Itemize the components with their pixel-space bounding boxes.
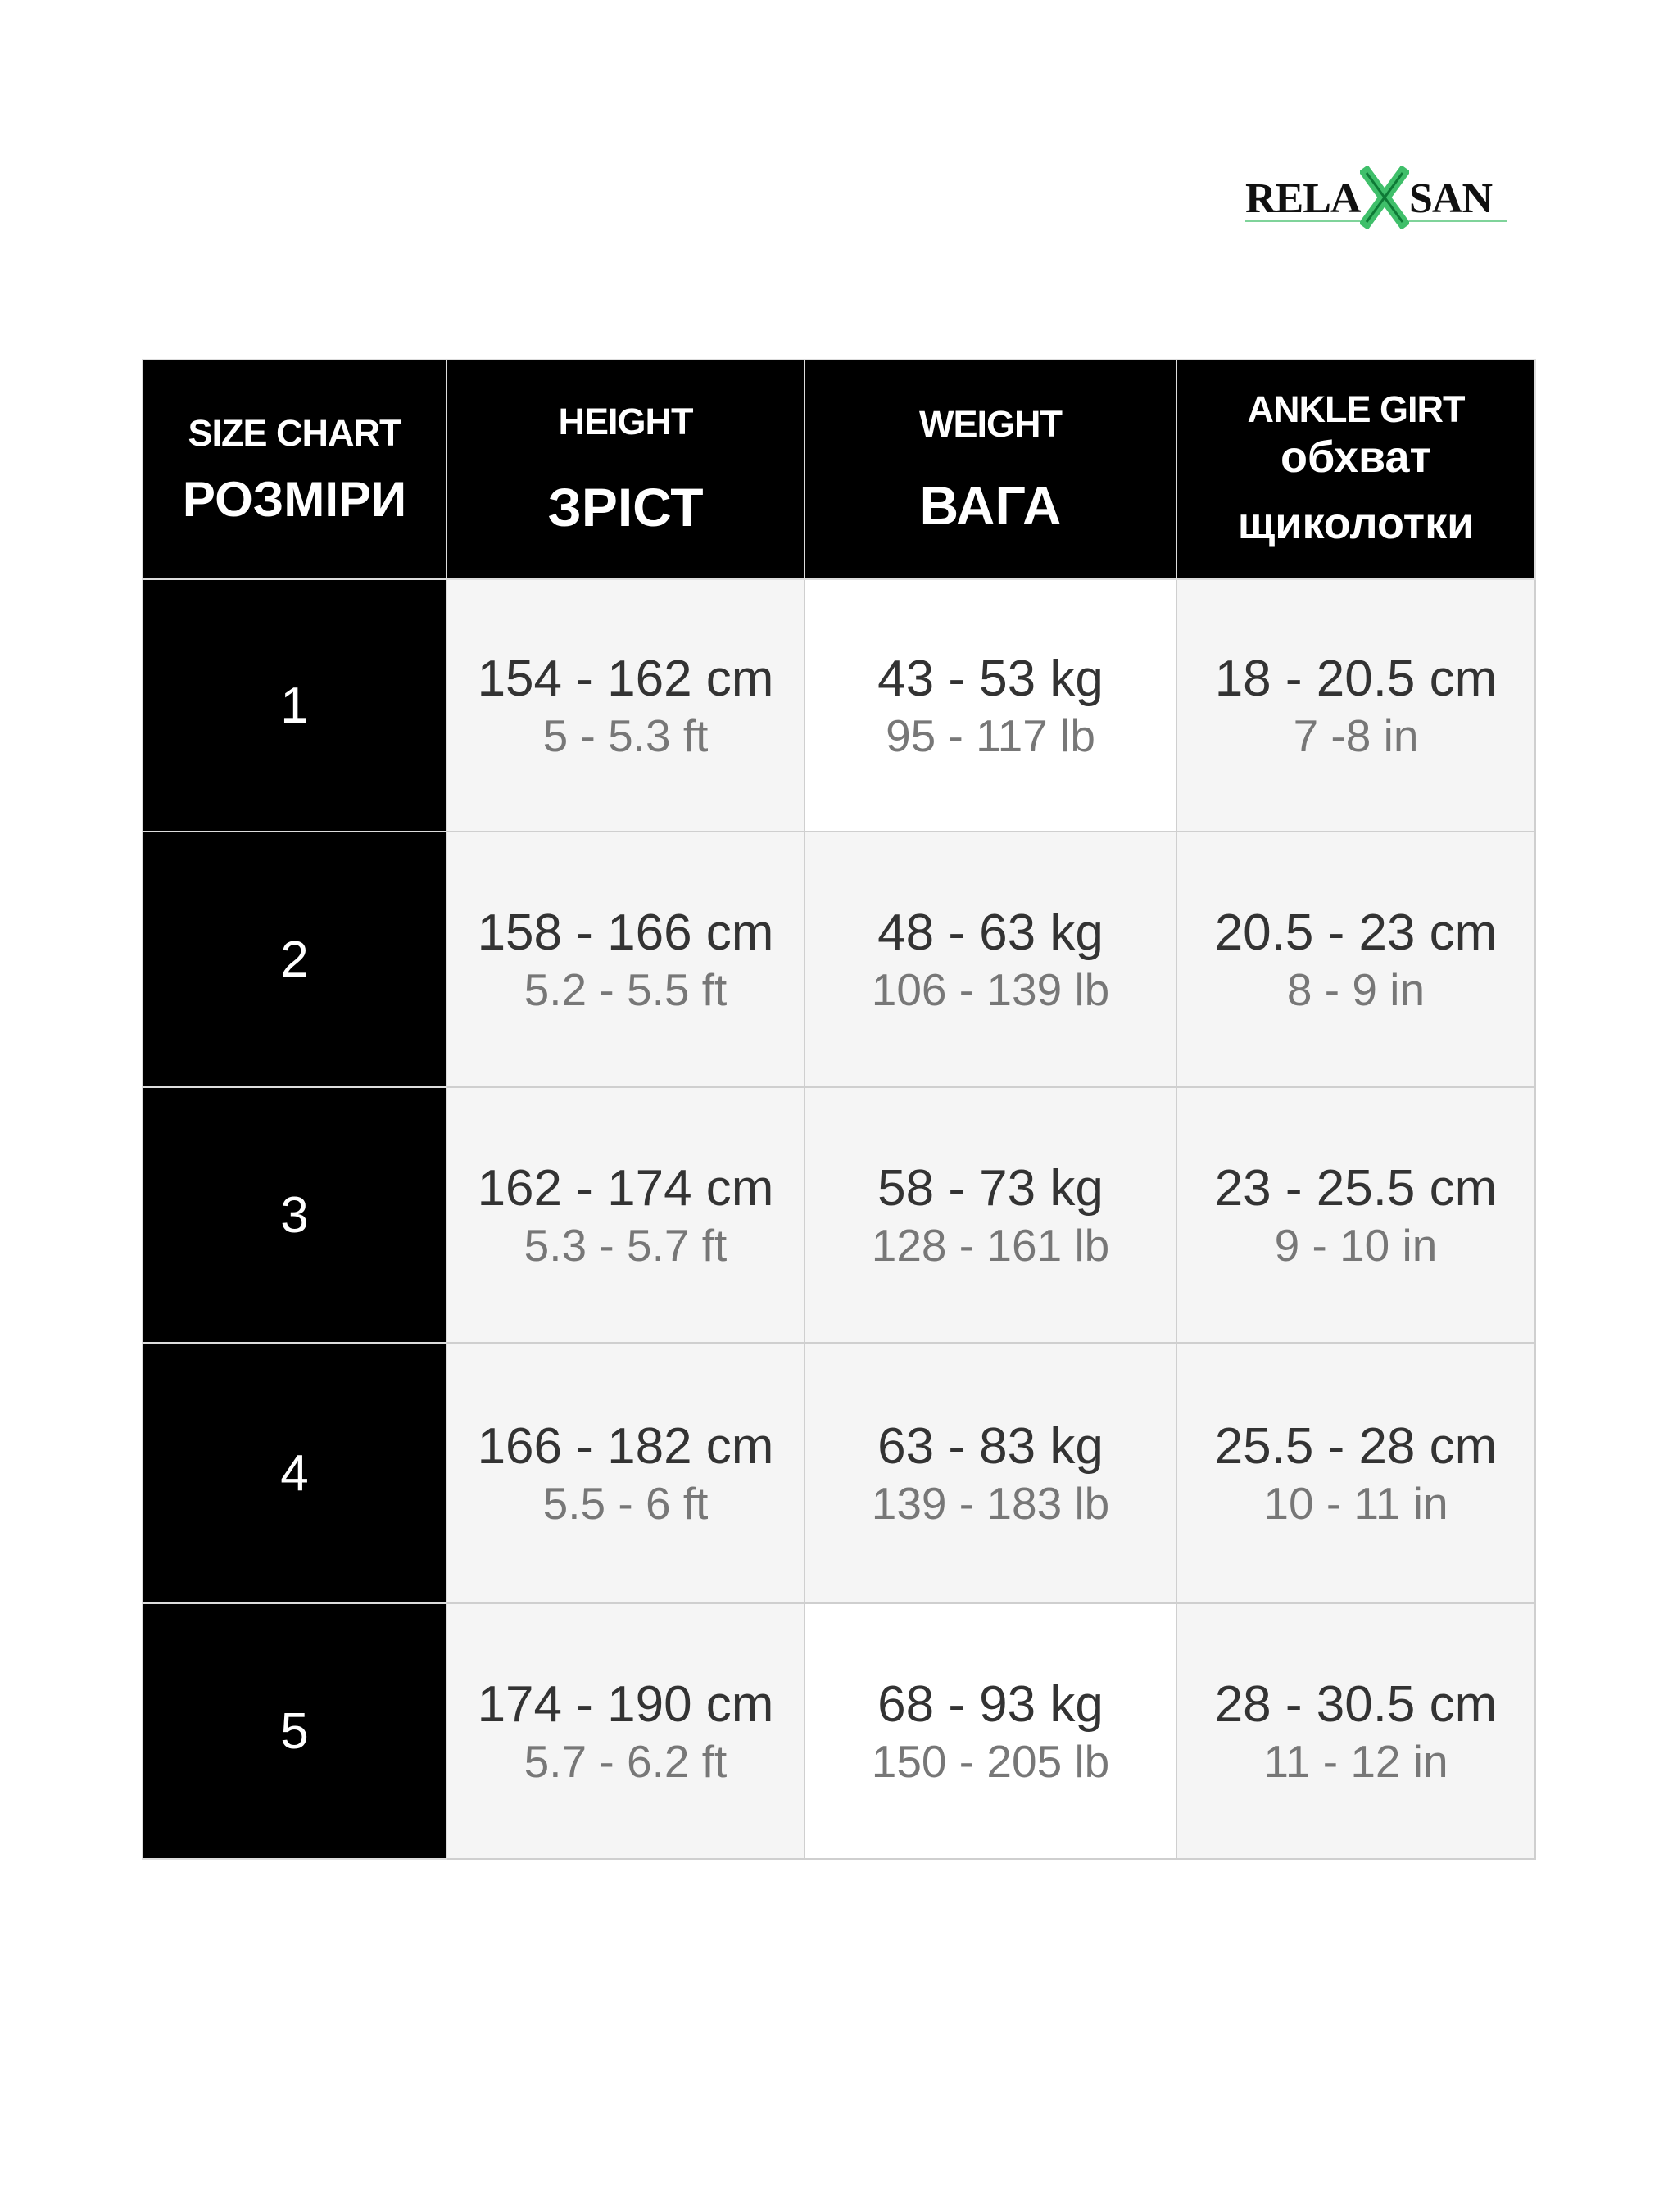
header-weight-en: WEIGHT [919, 402, 1063, 445]
height-cell: 154 - 162 cm 5 - 5.3 ft [446, 578, 805, 832]
ankle-cm: 28 - 30.5 cm [1214, 1675, 1498, 1733]
height-ft: 5.5 - 6 ft [542, 1477, 709, 1529]
weight-kg: 63 - 83 kg [877, 1417, 1104, 1475]
ankle-in: 7 -8 in [1293, 709, 1419, 761]
table-row: 2 158 - 166 cm 5.2 - 5.5 ft 48 - 63 kg 106 -… [142, 831, 1536, 1088]
header-ankle: ANKLE GIRT обхват щиколотки [1176, 359, 1536, 580]
weight-cell: 63 - 83 kg 139 - 183 lb [804, 1342, 1177, 1604]
ankle-cm: 23 - 25.5 cm [1214, 1159, 1498, 1217]
table-row: 4 166 - 182 cm 5.5 - 6 ft 63 - 83 kg 139 - 1… [142, 1342, 1536, 1604]
header-ankle-ua2: щиколотки [1237, 499, 1475, 548]
ankle-cm: 25.5 - 28 cm [1214, 1417, 1498, 1475]
logo-text-left: RELA [1245, 175, 1361, 222]
height-cm: 162 - 174 cm [477, 1159, 774, 1217]
height-cell: 162 - 174 cm 5.3 - 5.7 ft [446, 1086, 805, 1344]
weight-cell: 58 - 73 kg 128 - 161 lb [804, 1086, 1177, 1344]
size-cell: 4 [142, 1342, 447, 1604]
size-cell: 5 [142, 1602, 447, 1860]
weight-lb: 150 - 205 lb [871, 1735, 1110, 1787]
ankle-in: 9 - 10 in [1274, 1219, 1438, 1271]
ankle-cell: 18 - 20.5 cm 7 -8 in [1176, 578, 1536, 832]
logo-text-right: SAN [1409, 175, 1493, 222]
table-row: 1 154 - 162 cm 5 - 5.3 ft 43 - 53 kg 95 - 11… [142, 578, 1536, 832]
weight-kg: 68 - 93 kg [877, 1675, 1104, 1733]
weight-lb: 139 - 183 lb [871, 1477, 1110, 1529]
header-height-ua: ЗРІСТ [547, 477, 704, 537]
ankle-cm: 20.5 - 23 cm [1214, 904, 1498, 961]
height-ft: 5.2 - 5.5 ft [524, 963, 728, 1015]
ankle-in: 11 - 12 in [1263, 1735, 1448, 1787]
ankle-cell: 23 - 25.5 cm 9 - 10 in [1176, 1086, 1536, 1344]
table-row: 3 162 - 174 cm 5.3 - 5.7 ft 58 - 73 kg 128 -… [142, 1086, 1536, 1344]
height-cell: 174 - 190 cm 5.7 - 6.2 ft [446, 1602, 805, 1860]
size-cell: 3 [142, 1086, 447, 1344]
weight-kg: 43 - 53 kg [877, 650, 1104, 707]
height-cell: 158 - 166 cm 5.2 - 5.5 ft [446, 831, 805, 1088]
header-ankle-en: ANKLE GIRT [1247, 388, 1466, 431]
header-size: SIZE CHART РОЗМІРИ [142, 359, 447, 580]
weight-lb: 95 - 117 lb [886, 709, 1095, 761]
height-ft: 5 - 5.3 ft [542, 709, 709, 761]
height-ft: 5.3 - 5.7 ft [524, 1219, 728, 1271]
weight-lb: 106 - 139 lb [871, 963, 1110, 1015]
header-height-en: HEIGHT [558, 401, 693, 442]
header-row: SIZE CHART РОЗМІРИ HEIGHT ЗРІСТ WEIGHT ВАГА… [142, 359, 1536, 580]
relaxsan-logo: RELA SAN [1245, 166, 1516, 233]
weight-cell: 68 - 93 kg 150 - 205 lb [804, 1602, 1177, 1860]
size-cell: 2 [142, 831, 447, 1088]
weight-lb: 128 - 161 lb [871, 1219, 1110, 1271]
header-ankle-ua1: обхват [1281, 433, 1431, 483]
header-height: HEIGHT ЗРІСТ [446, 359, 805, 580]
height-cm: 158 - 166 cm [477, 904, 774, 961]
logo-underline [1409, 220, 1507, 222]
ankle-in: 8 - 9 in [1286, 963, 1426, 1015]
header-weight-ua: ВАГА [919, 474, 1062, 536]
ankle-cell: 28 - 30.5 cm 11 - 12 in [1176, 1602, 1536, 1860]
height-ft: 5.7 - 6.2 ft [524, 1735, 728, 1787]
height-cell: 166 - 182 cm 5.5 - 6 ft [446, 1342, 805, 1604]
header-weight: WEIGHT ВАГА [804, 359, 1177, 580]
ankle-in: 10 - 11 in [1263, 1477, 1448, 1529]
ankle-cell: 20.5 - 23 cm 8 - 9 in [1176, 831, 1536, 1088]
weight-kg: 48 - 63 kg [877, 904, 1104, 961]
height-cm: 154 - 162 cm [477, 650, 774, 707]
ankle-cell: 25.5 - 28 cm 10 - 11 in [1176, 1342, 1536, 1604]
height-cm: 174 - 190 cm [477, 1675, 774, 1733]
table-row: 5 174 - 190 cm 5.7 - 6.2 ft 68 - 93 kg 150 -… [142, 1602, 1536, 1860]
logo-underline [1245, 220, 1360, 222]
weight-cell: 48 - 63 kg 106 - 139 lb [804, 831, 1177, 1088]
size-cell: 1 [142, 578, 447, 832]
size-chart-table: SIZE CHART РОЗМІРИ HEIGHT ЗРІСТ WEIGHT ВАГА… [142, 359, 1536, 1860]
logo-cross-icon [1360, 166, 1409, 229]
header-size-ua: РОЗМІРИ [182, 471, 407, 527]
ankle-cm: 18 - 20.5 cm [1214, 650, 1498, 707]
height-cm: 166 - 182 cm [477, 1417, 774, 1475]
header-size-en: SIZE CHART [188, 411, 402, 454]
weight-cell: 43 - 53 kg 95 - 117 lb [804, 578, 1177, 832]
weight-kg: 58 - 73 kg [877, 1159, 1104, 1217]
